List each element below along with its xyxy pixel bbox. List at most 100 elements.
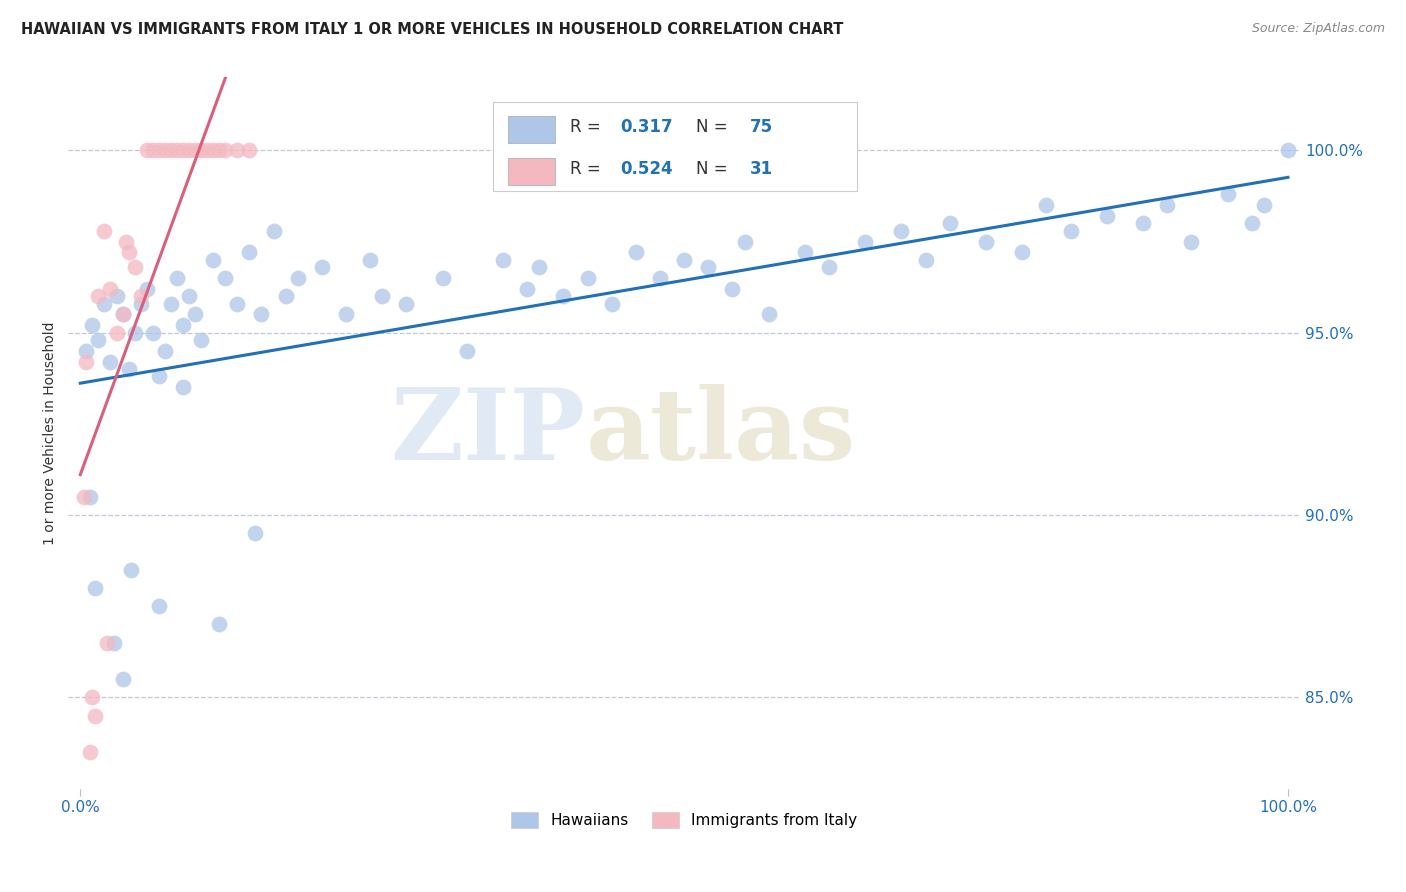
Point (914, 252, 936, 267)
Point (758, 308, 780, 322)
Point (226, 296, 249, 310)
Point (87, 289, 110, 303)
Point (100, 355, 122, 369)
Point (120, 563, 142, 577)
Point (148, 369, 170, 384)
Point (172, 144, 194, 158)
Point (274, 289, 297, 303)
Point (250, 308, 273, 322)
Point (79, 745, 101, 759)
Point (105, 326, 128, 340)
Point (166, 144, 188, 158)
Point (853, 235, 876, 249)
Point (1059, 224, 1081, 238)
Point (75, 343, 97, 358)
Point (238, 144, 260, 158)
Point (115, 235, 138, 249)
Point (793, 245, 815, 260)
Point (129, 296, 152, 310)
Point (553, 289, 575, 303)
Point (83, 708, 105, 723)
Point (160, 296, 183, 310)
Point (190, 333, 212, 347)
Point (93, 296, 115, 310)
Point (83, 581, 105, 595)
Point (111, 308, 134, 322)
Point (516, 282, 538, 296)
Point (1156, 198, 1178, 212)
Text: 0.524: 0.524 (620, 160, 672, 178)
Point (184, 308, 207, 322)
Point (148, 144, 170, 158)
Point (82, 318, 104, 333)
Text: 0.317: 0.317 (620, 119, 672, 136)
Point (135, 144, 157, 158)
Point (202, 144, 225, 158)
Point (103, 635, 125, 649)
Point (335, 308, 357, 322)
Text: 31: 31 (749, 160, 772, 178)
Point (456, 343, 478, 358)
Point (166, 271, 188, 285)
Point (1180, 235, 1202, 249)
Point (129, 289, 152, 303)
Point (79, 490, 101, 504)
Point (100, 282, 122, 296)
Point (124, 260, 146, 274)
Point (359, 252, 381, 267)
Point (111, 308, 134, 322)
Point (939, 216, 962, 230)
Point (87, 333, 110, 347)
Point (721, 282, 744, 296)
Point (974, 235, 997, 249)
Point (818, 260, 841, 274)
Point (202, 252, 225, 267)
Point (172, 318, 194, 333)
Legend: Hawaiians, Immigrants from Italy: Hawaiians, Immigrants from Italy (505, 806, 863, 834)
Point (1240, 216, 1263, 230)
Point (245, 526, 267, 541)
Point (432, 271, 454, 285)
Point (177, 289, 200, 303)
Point (890, 224, 912, 238)
Point (1011, 245, 1033, 260)
Point (492, 252, 515, 267)
Point (172, 380, 194, 394)
Text: N =: N = (696, 119, 734, 136)
Point (734, 235, 756, 249)
FancyBboxPatch shape (494, 103, 856, 191)
Point (263, 224, 285, 238)
Point (1253, 198, 1275, 212)
Point (1216, 187, 1239, 202)
Point (311, 260, 333, 274)
Point (1035, 198, 1057, 212)
Text: Source: ZipAtlas.com: Source: ZipAtlas.com (1251, 22, 1385, 36)
Text: ZIP: ZIP (391, 384, 585, 482)
Point (73, 490, 96, 504)
Point (135, 282, 157, 296)
Point (153, 144, 176, 158)
Point (96, 635, 118, 649)
Bar (508, 116, 555, 143)
Text: N =: N = (696, 160, 734, 178)
Text: 75: 75 (749, 119, 772, 136)
Point (142, 144, 165, 158)
Point (93, 224, 115, 238)
Y-axis label: 1 or more Vehicles in Household: 1 or more Vehicles in Household (44, 321, 58, 545)
Point (624, 245, 647, 260)
Point (105, 289, 128, 303)
Point (142, 326, 165, 340)
Point (82, 690, 104, 705)
Point (214, 144, 236, 158)
Point (190, 144, 212, 158)
Point (124, 326, 146, 340)
Point (111, 672, 134, 686)
Point (75, 355, 97, 369)
Point (117, 245, 139, 260)
Point (238, 245, 260, 260)
Point (395, 296, 418, 310)
Point (576, 271, 599, 285)
Bar (508, 158, 555, 185)
Point (148, 599, 170, 614)
Point (529, 260, 551, 274)
